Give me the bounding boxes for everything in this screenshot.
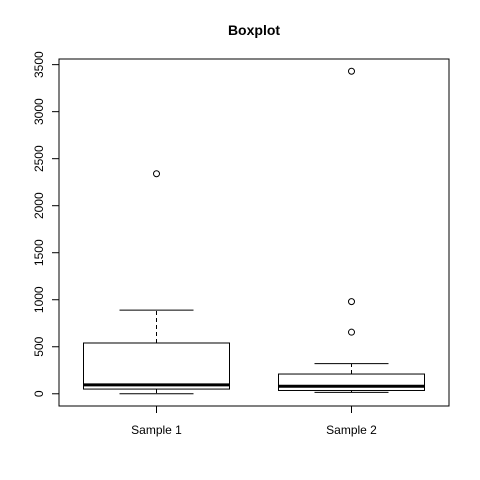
x-axis: Sample 1 Sample 2 bbox=[131, 405, 377, 437]
y-tick-label: 1000 bbox=[32, 286, 46, 313]
y-tick-label: 1500 bbox=[32, 239, 46, 266]
outlier-point bbox=[153, 170, 160, 178]
y-tick-label: 3000 bbox=[32, 98, 46, 125]
box bbox=[83, 342, 230, 390]
box-group bbox=[83, 170, 230, 395]
box-group bbox=[278, 67, 425, 393]
chart-title: Boxplot bbox=[228, 22, 280, 38]
outlier-point bbox=[348, 328, 355, 336]
x-tick-label: Sample 2 bbox=[326, 423, 377, 437]
outlier-point bbox=[348, 67, 355, 75]
y-tick-label: 0 bbox=[32, 390, 46, 397]
y-tick-label: 2500 bbox=[32, 145, 46, 172]
y-tick-label: 500 bbox=[32, 336, 46, 356]
y-tick-label: 3500 bbox=[32, 51, 46, 78]
box bbox=[278, 373, 425, 391]
y-tick-label: 2000 bbox=[32, 192, 46, 219]
x-tick-label: Sample 1 bbox=[131, 423, 182, 437]
y-axis: 0 500 1000 1500 2000 2500 3000 3500 bbox=[32, 51, 60, 397]
outlier-point bbox=[348, 298, 355, 306]
boxes bbox=[83, 67, 425, 395]
